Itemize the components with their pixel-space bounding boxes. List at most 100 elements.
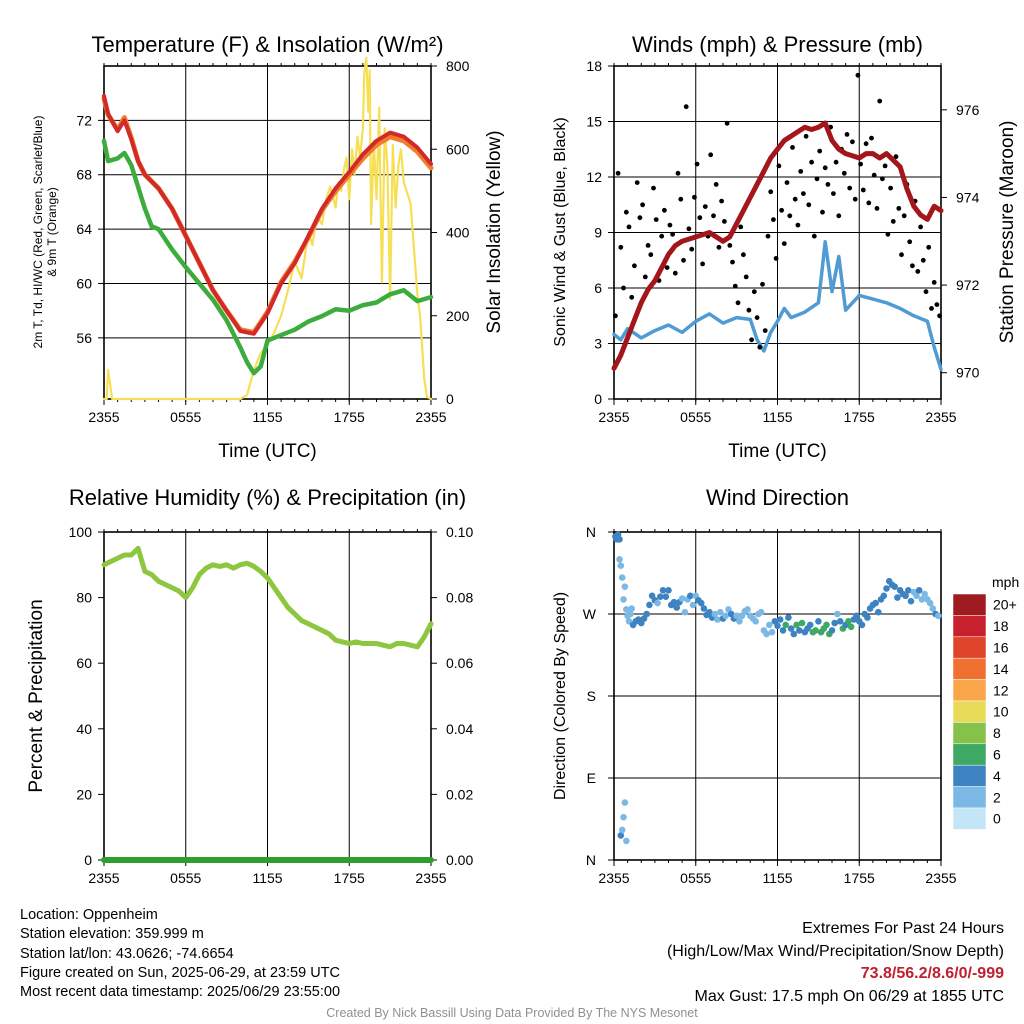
direction-point — [815, 618, 822, 625]
direction-point — [929, 605, 937, 612]
legend-label: 2 — [993, 789, 1001, 805]
x-tick-label: 2355 — [415, 409, 446, 425]
y-axis-label-left: Direction (Colored By Speed) — [552, 592, 569, 800]
x-tick-label: 1155 — [252, 870, 282, 886]
y-tick-label: 64 — [76, 221, 92, 237]
gust-point — [931, 280, 937, 285]
y-right-tick-label: 970 — [956, 365, 980, 381]
direction-point — [689, 601, 697, 609]
direction-point — [768, 628, 776, 636]
gust-point — [746, 307, 752, 313]
gust-point — [749, 337, 754, 343]
y-tick-label: 18 — [586, 58, 602, 74]
direction-point — [643, 610, 650, 618]
panel-title: Winds (mph) & Pressure (mb) — [632, 32, 923, 57]
gust-point — [871, 172, 877, 178]
legend-label: 16 — [993, 640, 1009, 656]
x-tick-label: 2355 — [598, 870, 629, 886]
gust-point — [689, 246, 695, 252]
x-tick-label: 0555 — [680, 409, 711, 425]
legend-swatch — [952, 593, 987, 616]
gust-point — [629, 294, 635, 300]
gust-point — [697, 215, 703, 221]
panel-title: Wind Direction — [706, 485, 849, 510]
direction-point — [706, 608, 713, 616]
gust-point — [934, 302, 940, 307]
gust-point — [776, 163, 782, 169]
gust-point — [727, 243, 733, 248]
gust-point — [694, 161, 700, 167]
gust-point — [795, 222, 801, 228]
y-right-tick-label: 0.02 — [446, 786, 473, 802]
gust-point — [779, 207, 784, 213]
gust-point — [681, 257, 686, 263]
direction-point — [913, 592, 920, 600]
gust-point — [632, 263, 637, 269]
y-right-tick-label: 972 — [956, 277, 980, 293]
direction-point — [858, 621, 866, 629]
direction-point — [831, 619, 838, 627]
gust-point — [836, 213, 842, 219]
x-tick-label: 2355 — [598, 409, 629, 425]
gust-point — [901, 213, 907, 219]
gust-point — [844, 132, 850, 137]
wind-speed-colorbar: mph 20+ 18 16 14 12 10 8 6 4 2 0 — [952, 574, 1019, 830]
direction-point — [621, 583, 629, 590]
legend-label: 10 — [993, 704, 1009, 720]
y-right-tick-label: 0.06 — [446, 655, 473, 671]
direction-point — [793, 621, 800, 629]
gust-point — [877, 98, 883, 104]
direction-point — [717, 608, 724, 616]
direction-point — [646, 601, 653, 609]
direction-point — [915, 587, 923, 594]
humidity-precipitation-panel: 2355 0555 1155 1755 2355 Relative Humidity (%… — [26, 485, 473, 886]
y-tick-label: 60 — [76, 655, 92, 671]
solar-insolation-line — [102, 56, 433, 401]
y-tick-label: 3 — [594, 336, 602, 352]
direction-point — [782, 621, 789, 629]
direction-point — [907, 597, 915, 605]
gust-point — [937, 313, 942, 319]
direction-point — [766, 621, 773, 629]
direction-point — [847, 623, 855, 631]
legend-swatch — [952, 722, 987, 745]
gust-point — [683, 104, 689, 110]
gust-point — [613, 313, 618, 319]
direction-point — [714, 616, 721, 623]
recent-timestamp: Most recent data timestamp: 2025/06/29 2… — [20, 984, 341, 1001]
gust-point — [817, 148, 823, 154]
gust-point — [896, 206, 902, 211]
gust-point — [890, 219, 896, 224]
x-tick-label: 2355 — [415, 870, 446, 886]
station-latlon: Station lat/lon: 43.0626; -74.6654 — [20, 945, 234, 962]
gust-point — [784, 180, 790, 186]
direction-point — [616, 536, 623, 543]
gust-point — [711, 213, 716, 219]
legend-swatch — [952, 615, 987, 638]
x-tick-label: 1755 — [844, 409, 875, 425]
gust-point — [741, 252, 746, 258]
direction-point — [657, 593, 664, 600]
gust-point — [801, 191, 806, 197]
x-tick-label: 2355 — [925, 409, 956, 425]
gust-point — [716, 244, 722, 250]
legend-label: 20+ — [993, 597, 1017, 613]
legend-label: 12 — [993, 682, 1009, 698]
gust-point — [822, 165, 828, 171]
y-tick-label: W — [583, 606, 597, 622]
gust-point — [773, 256, 779, 261]
direction-point — [779, 627, 787, 634]
y-tick-label: S — [587, 688, 596, 704]
gust-point — [798, 169, 804, 174]
max-gust: Max Gust: 17.5 mph On 06/29 at 1855 UTC — [694, 987, 1005, 1005]
relative-humidity-line — [101, 545, 434, 650]
legend-label: 14 — [993, 661, 1009, 677]
gust-point — [642, 274, 648, 280]
direction-point — [616, 556, 623, 563]
gust-point — [708, 152, 714, 158]
y-tick-label: 0 — [594, 391, 602, 407]
direction-point — [620, 596, 627, 603]
y-right-tick-label: 974 — [956, 189, 980, 205]
legend-swatch — [952, 679, 987, 702]
gust-point — [659, 233, 665, 239]
